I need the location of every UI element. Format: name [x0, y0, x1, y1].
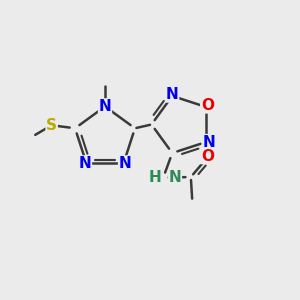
Text: N: N	[202, 135, 215, 150]
Text: S: S	[46, 118, 57, 133]
Text: N: N	[79, 156, 92, 171]
Text: N: N	[166, 87, 178, 102]
Text: O: O	[201, 98, 214, 113]
Text: H: H	[149, 170, 162, 185]
Text: N: N	[118, 156, 131, 171]
Text: O: O	[201, 148, 214, 164]
Text: N: N	[99, 99, 111, 114]
Text: N: N	[169, 170, 182, 185]
